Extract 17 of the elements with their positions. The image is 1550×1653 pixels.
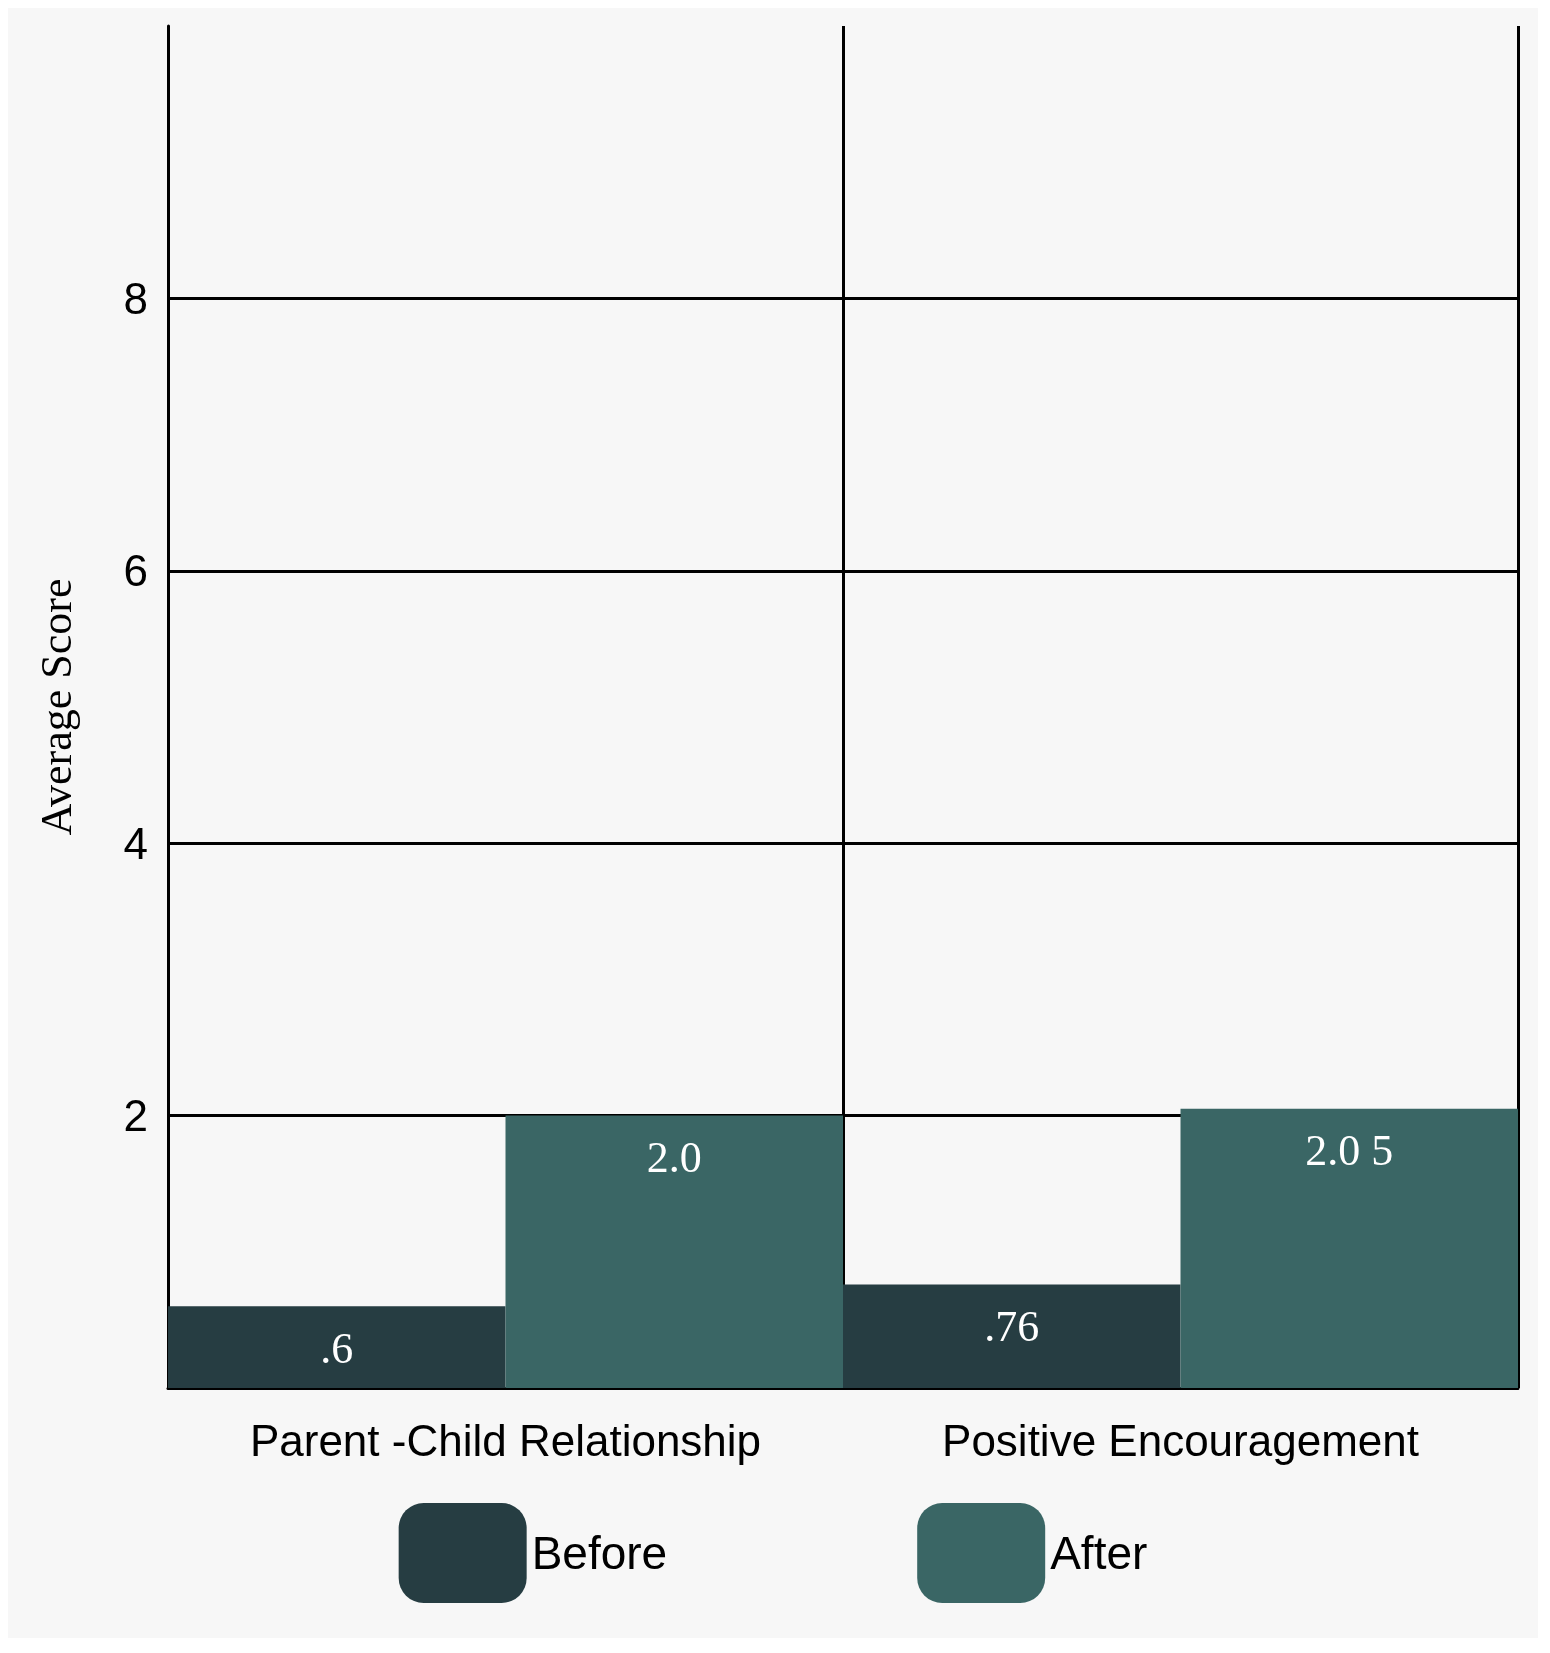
x-tick-label: Parent -Child Relationship (249, 1415, 762, 1465)
legend-label: After (1050, 1527, 1148, 1579)
data-label: 2.0 5 (1305, 1126, 1394, 1176)
y-tick-label: 4 (123, 818, 148, 868)
y-axis-title: Average Score (31, 578, 81, 836)
data-label: .76 (984, 1301, 1040, 1351)
bar (843, 1284, 1181, 1388)
data-label: .6 (320, 1323, 354, 1373)
bar (505, 1115, 843, 1388)
data-label: 2.0 (646, 1133, 702, 1183)
y-tick-label: 2 (123, 1091, 148, 1141)
y-tick-label: 6 (123, 546, 148, 596)
legend-label: Before (531, 1527, 668, 1579)
bar (168, 1306, 506, 1388)
y-tick-label: 8 (123, 273, 148, 323)
bar (1180, 1108, 1518, 1388)
x-tick-label: Positive Encouragement (942, 1415, 1419, 1465)
